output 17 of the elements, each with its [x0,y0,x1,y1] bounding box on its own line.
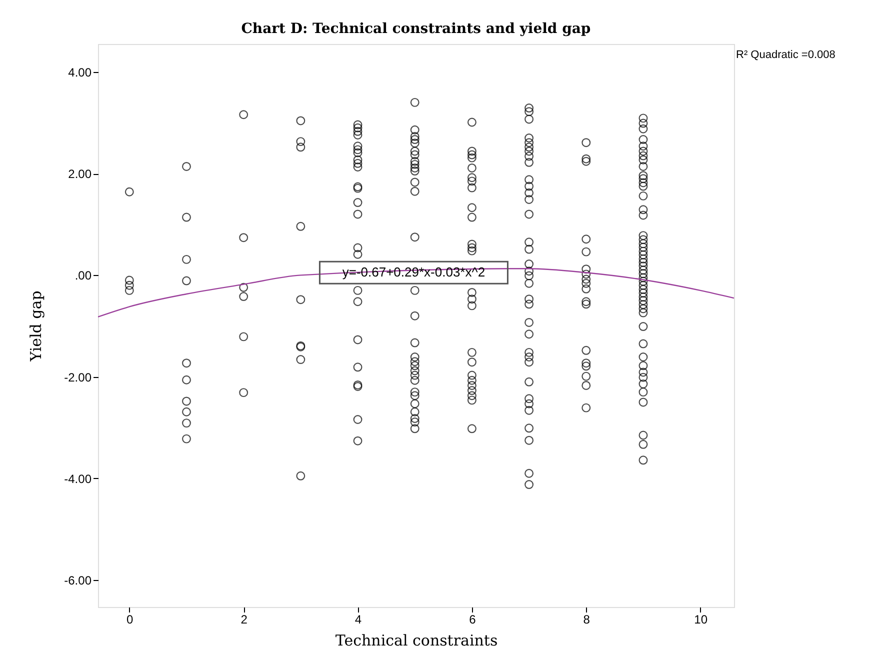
x-tick-label: 2 [240,612,248,626]
line-series [98,268,734,318]
y-tick-label: -2.00 [64,370,92,384]
y-tick-label: .00 [74,268,92,283]
chart-title: Chart D: Technical constraints and yield gap [241,21,591,37]
x-axis-title: Technical constraints [335,632,498,650]
text: R² Quadratic =0.008 [736,49,836,61]
y-tick-label: 2.00 [68,167,92,182]
x-tick-label: 8 [583,612,590,626]
y-tick-label: -4.00 [64,472,92,486]
y-axis-title: Yield gap [27,290,46,362]
x-tick-label: 0 [126,612,134,626]
x-tick-label: 10 [694,612,708,626]
x-tick-label: 4 [354,612,362,626]
y-tick-label: -6.00 [64,574,92,588]
x-tick-label: 6 [469,612,476,626]
y-tick-label: 4.00 [68,65,92,80]
